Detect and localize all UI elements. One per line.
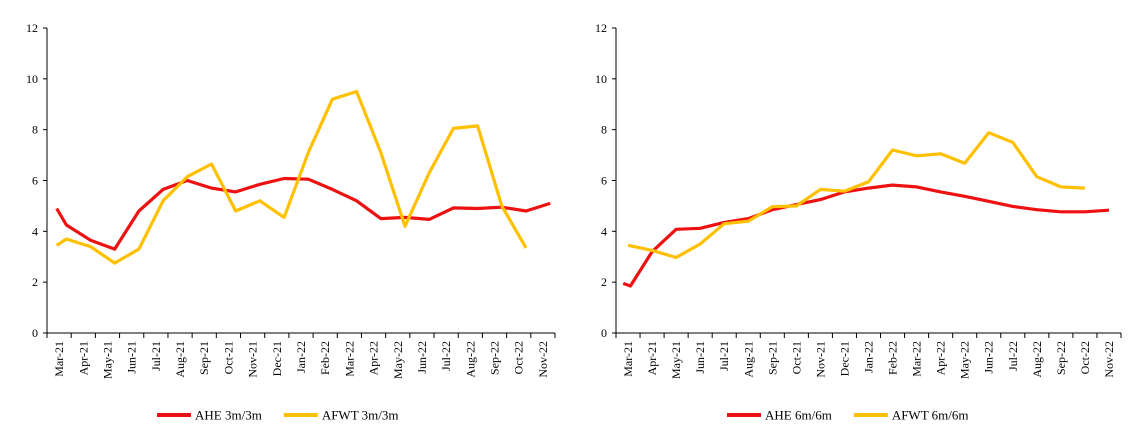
x-tick-label: Jul-22 — [439, 341, 453, 371]
x-tick-label: Feb-22 — [318, 341, 332, 375]
x-tick-label: Apr-22 — [367, 341, 381, 375]
x-tick-label: Sep-21 — [197, 341, 211, 375]
y-tick-label: 12 — [595, 21, 607, 35]
x-tick-label: Apr-22 — [934, 341, 948, 375]
x-tick-label: Jul-21 — [149, 341, 163, 371]
x-tick-label: Apr-21 — [76, 341, 90, 375]
x-tick-label: Jun-22 — [415, 341, 429, 374]
legend-label: AFWT 6m/6m — [892, 408, 969, 423]
x-tick-label: Nov-21 — [246, 341, 260, 378]
y-tick-label: 10 — [26, 72, 38, 86]
x-tick-label: Oct-21 — [221, 341, 235, 374]
x-tick-label: Dec-21 — [837, 341, 851, 376]
left-line-chart: 0 2 4 6 8 10 12 Mar-21 Apr-21 May-21 Jun-21 Jul-21 A… — [26, 21, 556, 423]
x-tick-label: Jun-22 — [982, 341, 996, 374]
series-line-afwt — [627, 131, 1085, 260]
x-tick-label: Jun-21 — [693, 341, 707, 374]
series-line-ahe — [622, 183, 1110, 288]
x-tick-label: May-22 — [391, 341, 405, 379]
x-tick-label: Sep-21 — [765, 341, 779, 375]
y-tick-label: 10 — [595, 72, 607, 86]
x-tick-label: Jan-22 — [862, 341, 876, 373]
y-tick-label: 4 — [32, 224, 38, 238]
x-tick-label: Jan-22 — [294, 341, 308, 373]
x-tick-label: Mar-21 — [621, 341, 635, 377]
x-tick-label: Aug-21 — [173, 341, 187, 378]
x-tick-label: Aug-22 — [1030, 341, 1044, 378]
y-tick-label: 8 — [32, 123, 38, 137]
legend-label: AHE 6m/6m — [765, 408, 832, 423]
x-tick-label: Sep-22 — [1054, 341, 1068, 375]
series-line-afwt — [55, 89, 528, 265]
x-tick-label: Jul-22 — [1006, 341, 1020, 371]
x-tick-label: Sep-22 — [488, 341, 502, 375]
x-tick-label: Mar-22 — [342, 341, 356, 377]
x-tick-label: May-21 — [100, 341, 114, 379]
y-tick-label: 8 — [601, 123, 607, 137]
y-tick-label: 6 — [601, 174, 607, 188]
x-tick-label: May-21 — [669, 341, 683, 379]
x-tick-label: Nov-22 — [536, 341, 550, 378]
x-tick-label: Feb-22 — [886, 341, 900, 375]
x-tick-label: Aug-22 — [463, 341, 477, 378]
x-tick-label: Mar-21 — [52, 341, 66, 377]
x-tick-label: Apr-21 — [645, 341, 659, 375]
x-tick-label: Aug-21 — [741, 341, 755, 378]
legend-label: AHE 3m/3m — [195, 408, 262, 423]
right-line-chart: 0 2 4 6 8 10 12 Mar-21 Apr-21 May-21 Jun-21 Jul-21 A… — [595, 21, 1122, 423]
x-tick-label: Dec-21 — [270, 341, 284, 376]
x-tick-label: Jun-21 — [125, 341, 139, 374]
y-tick-label: 6 — [32, 174, 38, 188]
y-tick-label: 12 — [26, 21, 38, 35]
x-tick-label: Jul-21 — [717, 341, 731, 371]
y-tick-label: 0 — [601, 326, 607, 340]
legend-label: AFWT 3m/3m — [322, 408, 399, 423]
x-tick-label: Oct-21 — [789, 341, 803, 374]
y-tick-label: 4 — [601, 224, 607, 238]
series-line-ahe — [55, 176, 551, 251]
x-tick-label: May-22 — [958, 341, 972, 379]
x-tick-label: Oct-22 — [1078, 341, 1092, 374]
y-tick-label: 2 — [32, 275, 38, 289]
y-tick-label: 0 — [32, 326, 38, 340]
x-tick-label: Nov-21 — [813, 341, 827, 378]
y-tick-label: 2 — [601, 275, 607, 289]
x-tick-label: Nov-22 — [1102, 341, 1116, 378]
x-tick-label: Oct-22 — [512, 341, 526, 374]
x-tick-label: Mar-22 — [910, 341, 924, 377]
